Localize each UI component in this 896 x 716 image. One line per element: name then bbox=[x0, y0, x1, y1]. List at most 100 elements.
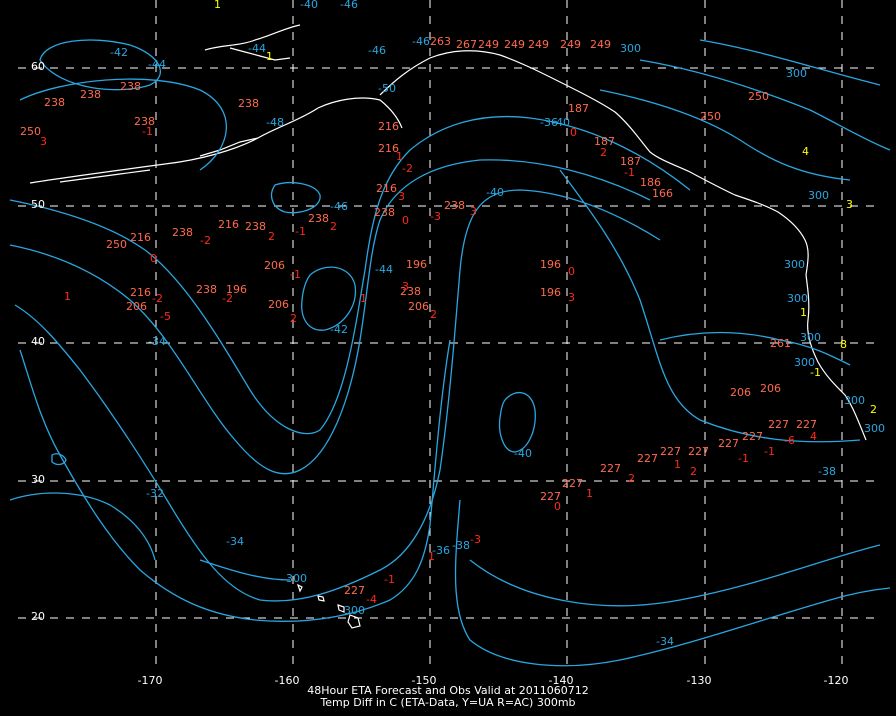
temperature-difference: 0 bbox=[150, 252, 157, 265]
contour-label: 300 bbox=[786, 67, 807, 80]
contour-line bbox=[699, 39, 881, 86]
station-id: 227 bbox=[600, 462, 621, 475]
temperature-difference: -3 bbox=[470, 533, 481, 546]
alaska-coast bbox=[29, 97, 403, 184]
latitude-tick-label: 60 bbox=[31, 60, 45, 73]
temperature-difference: 3 bbox=[568, 291, 575, 304]
temperature-difference: -2 bbox=[152, 292, 163, 305]
station-id: 238 bbox=[238, 97, 259, 110]
station-id: 250 bbox=[700, 110, 721, 123]
contour-label: -46 bbox=[368, 44, 386, 57]
temperature-difference: -1 bbox=[290, 268, 301, 281]
temperature-difference: 3 bbox=[40, 135, 47, 148]
station-id: 238 bbox=[120, 80, 141, 93]
upper-air-difference: 1 bbox=[266, 50, 273, 63]
upper-air-difference: 8 bbox=[840, 338, 847, 351]
station-id: 238 bbox=[374, 206, 395, 219]
temperature-difference: 2 bbox=[628, 472, 635, 485]
station-id: 267 bbox=[456, 38, 477, 51]
contour-label: 300 bbox=[800, 331, 821, 344]
temperature-difference: 2 bbox=[600, 146, 607, 159]
contour-line bbox=[659, 331, 851, 366]
station-id: 206 bbox=[268, 298, 289, 311]
temperature-difference: 1 bbox=[586, 487, 593, 500]
contour-label: 300 bbox=[787, 292, 808, 305]
contour-label: 300 bbox=[864, 422, 885, 435]
station-id: 249 bbox=[560, 38, 581, 51]
upper-air-difference: 2 bbox=[870, 403, 877, 416]
contour-line bbox=[599, 89, 851, 181]
station-id: 187 bbox=[568, 102, 589, 115]
temperature-difference: 1 bbox=[674, 458, 681, 471]
temperature-difference: 2 bbox=[430, 308, 437, 321]
upper-air-difference: 1 bbox=[800, 306, 807, 319]
contour-line bbox=[199, 559, 291, 581]
station-id: 238 bbox=[44, 96, 65, 109]
upper-air-differences: 1 1 4 3 1 2 -1 8 bbox=[214, 0, 877, 416]
longitude-tick-label: -130 bbox=[687, 674, 712, 687]
contour-label: -36 bbox=[432, 544, 450, 557]
gulf-of-alaska-coast bbox=[379, 50, 736, 196]
temperature-difference: -1 bbox=[142, 125, 153, 138]
station-id: 196 bbox=[540, 286, 561, 299]
contour-line bbox=[271, 182, 321, 214]
station-id: 216 bbox=[378, 142, 399, 155]
temperature-difference: 2 bbox=[690, 465, 697, 478]
station-id: 227 bbox=[562, 477, 583, 490]
temperature-difference: -1 bbox=[624, 166, 635, 179]
temperature-difference: -6 bbox=[784, 434, 795, 447]
station-id: 227 bbox=[796, 418, 817, 431]
temperature-difference: 0 bbox=[568, 265, 575, 278]
station-id: 263 bbox=[430, 35, 451, 48]
temperature-difference: 2 bbox=[290, 312, 297, 325]
temperature-difference: -2 bbox=[222, 292, 233, 305]
contour-label: -38 bbox=[452, 539, 470, 552]
contour-label: 300 bbox=[286, 572, 307, 585]
contour-label: 300 bbox=[784, 258, 805, 271]
bc-coast bbox=[734, 194, 809, 276]
longitude-tick-label: -150 bbox=[412, 674, 437, 687]
station-id: 216 bbox=[378, 120, 399, 133]
temperature-difference: 1 bbox=[428, 550, 435, 563]
contour-line bbox=[9, 159, 651, 475]
contour-line bbox=[498, 391, 536, 453]
lat-lon-grid bbox=[18, 0, 878, 672]
contour-labels: -46-46-44-42-40-40-42-44-46-38-36-34-34-… bbox=[110, 0, 885, 648]
caption-line-2: Temp Diff in C (ETA-Data, Y=UA R=AC) 300… bbox=[320, 696, 576, 709]
temperature-difference: 0 bbox=[402, 214, 409, 227]
contour-label: -50 bbox=[378, 82, 396, 95]
temperature-difference: 4 bbox=[810, 430, 817, 443]
contour-label: -46 bbox=[330, 200, 348, 213]
contour-label: -40 bbox=[486, 186, 504, 199]
contour-label: -32 bbox=[146, 487, 164, 500]
contour-label: 300 bbox=[844, 394, 865, 407]
station-id: 238 bbox=[444, 199, 465, 212]
longitude-tick-label: -120 bbox=[824, 674, 849, 687]
station-id: 249 bbox=[478, 38, 499, 51]
temperature-difference: 1 bbox=[64, 290, 71, 303]
temperature-difference: 3 bbox=[398, 190, 405, 203]
contour-line bbox=[9, 492, 156, 561]
station-id: 227 bbox=[344, 584, 365, 597]
contour-line bbox=[301, 266, 357, 331]
station-id: 261 bbox=[770, 337, 791, 350]
latitude-tick-label: 50 bbox=[31, 198, 45, 211]
us-west-coast bbox=[805, 274, 867, 441]
alaska-south-coast bbox=[204, 24, 301, 61]
temperature-difference: -1 bbox=[384, 573, 395, 586]
temperature-difference: 0 bbox=[570, 126, 577, 139]
contour-label: -48 bbox=[266, 116, 284, 129]
contour-label: -44 bbox=[375, 263, 393, 276]
contour-label: -42 bbox=[110, 46, 128, 59]
contour-label: -34 bbox=[226, 535, 244, 548]
station-id: 227 bbox=[540, 490, 561, 503]
temperature-difference: -3 bbox=[430, 210, 441, 223]
temperature-difference: 2 bbox=[268, 230, 275, 243]
station-id: 166 bbox=[652, 187, 673, 200]
temperature-difference: 3 bbox=[402, 280, 409, 293]
temperature-difference: 1 bbox=[396, 150, 403, 163]
station-id: 216 bbox=[130, 286, 151, 299]
